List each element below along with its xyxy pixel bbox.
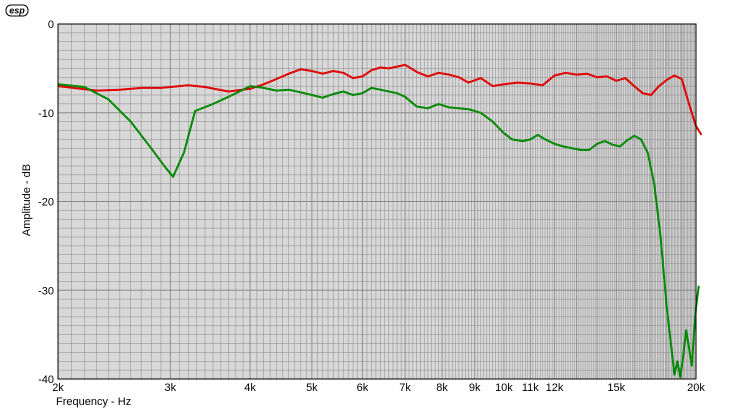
x-tick-label: 4k	[244, 382, 256, 394]
y-axis-title: Amplitude - dB	[21, 164, 33, 236]
series-layer	[57, 63, 703, 379]
x-tick-label: 20k	[687, 382, 705, 394]
x-tick-label: 6k	[357, 382, 369, 394]
x-tick-label: 11k	[522, 382, 539, 394]
x-tick-label: 3k	[165, 382, 177, 394]
x-tick-label: 9k	[469, 382, 481, 394]
y-tick-label: -30	[38, 285, 54, 297]
y-tick-label: -40	[38, 374, 54, 386]
plot-frame	[57, 23, 697, 380]
series-line-1	[57, 63, 703, 136]
esp-logo: esp	[5, 4, 29, 17]
x-tick-label: 8k	[436, 382, 448, 394]
series-line-2	[57, 83, 700, 379]
x-tick-label: 12k	[546, 382, 564, 394]
y-tick-label: -10	[38, 108, 54, 120]
x-tick-labels: 2k 3k 4k 5k 6k 7k 8k 9k 10k 11k 12k 15k 20k	[52, 382, 705, 394]
y-tick-labels: 0 -10 -20 -30 -40	[38, 19, 54, 386]
x-tick-label: 10k	[495, 382, 513, 394]
x-tick-label: 7k	[399, 382, 411, 394]
x-tick-label: 2k	[52, 382, 64, 394]
y-tick-label: -20	[38, 197, 54, 209]
x-tick-label: 15k	[607, 382, 625, 394]
x-tick-label: 5k	[306, 382, 318, 394]
grid-lines	[58, 24, 696, 379]
y-tick-label: 0	[48, 19, 54, 31]
x-axis-title: Frequency - Hz	[56, 396, 131, 408]
esp-logo-text: esp	[9, 6, 25, 16]
